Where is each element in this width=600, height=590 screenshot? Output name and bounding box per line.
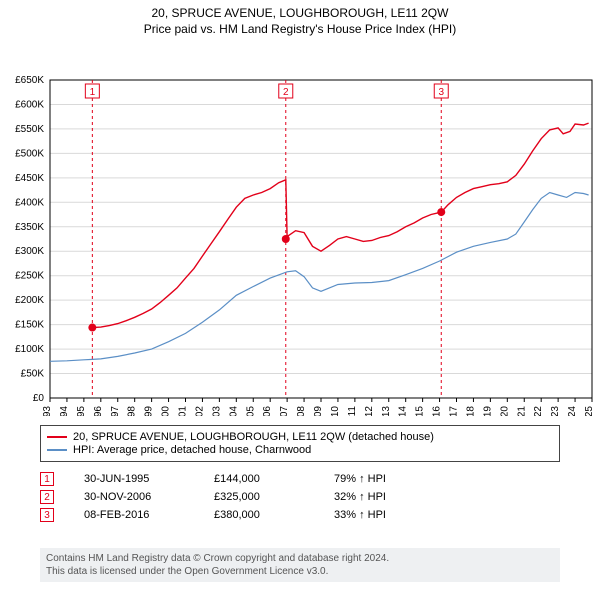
svg-text:2002: 2002: [194, 406, 205, 416]
svg-text:£500K: £500K: [15, 148, 44, 159]
svg-text:£200K: £200K: [15, 295, 44, 306]
event-pct: 33% ↑ HPI: [334, 509, 424, 521]
svg-text:2012: 2012: [364, 406, 375, 416]
event-badge: 3: [40, 508, 54, 522]
events-table: 1 30-JUN-1995 £144,000 79% ↑ HPI 2 30-NO…: [40, 468, 560, 526]
chart-container: 20, SPRUCE AVENUE, LOUGHBOROUGH, LE11 2Q…: [0, 0, 600, 590]
event-row: 1 30-JUN-1995 £144,000 79% ↑ HPI: [40, 472, 560, 486]
svg-text:£50K: £50K: [21, 369, 45, 380]
svg-text:2022: 2022: [533, 406, 544, 416]
svg-text:2016: 2016: [432, 406, 443, 416]
price-chart: £0 £50K £100K £150K £200K £250K £300K £350K £400…: [0, 36, 600, 416]
footnote: Contains HM Land Registry data © Crown c…: [40, 548, 560, 582]
legend-swatch-property: [47, 436, 67, 438]
event-row: 3 08-FEB-2016 £380,000 33% ↑ HPI: [40, 508, 560, 522]
svg-text:2003: 2003: [211, 406, 222, 416]
legend-swatch-hpi: [47, 449, 67, 451]
svg-text:2024: 2024: [567, 406, 578, 416]
svg-text:2010: 2010: [330, 406, 341, 416]
legend-label: HPI: Average price, detached house, Char…: [73, 444, 311, 456]
event-pct: 79% ↑ HPI: [334, 473, 424, 485]
svg-text:2019: 2019: [482, 406, 493, 416]
event-price: £144,000: [214, 473, 304, 485]
svg-text:3: 3: [438, 87, 444, 98]
svg-text:2018: 2018: [465, 406, 476, 416]
svg-text:1997: 1997: [110, 406, 121, 416]
svg-text:2: 2: [283, 87, 289, 98]
event-badge: 1: [40, 472, 54, 486]
svg-text:£350K: £350K: [15, 222, 44, 233]
svg-text:£550K: £550K: [15, 124, 44, 135]
footnote-line: Contains HM Land Registry data © Crown c…: [46, 552, 554, 565]
svg-text:2009: 2009: [313, 406, 324, 416]
svg-text:1: 1: [90, 87, 96, 98]
title-subtitle: Price paid vs. HM Land Registry's House …: [0, 22, 600, 36]
svg-text:2023: 2023: [550, 406, 561, 416]
event-price: £380,000: [214, 509, 304, 521]
svg-text:2004: 2004: [228, 406, 239, 416]
event-date: 08-FEB-2016: [84, 509, 184, 521]
svg-text:£100K: £100K: [15, 344, 44, 355]
svg-text:2005: 2005: [245, 406, 256, 416]
title-address: 20, SPRUCE AVENUE, LOUGHBOROUGH, LE11 2Q…: [0, 6, 600, 20]
svg-text:2001: 2001: [178, 406, 189, 416]
svg-text:2020: 2020: [499, 406, 510, 416]
svg-text:1998: 1998: [127, 406, 138, 416]
event-pct: 32% ↑ HPI: [334, 491, 424, 503]
svg-text:2006: 2006: [262, 406, 273, 416]
svg-text:2015: 2015: [415, 406, 426, 416]
svg-text:2021: 2021: [516, 406, 527, 416]
event-row: 2 30-NOV-2006 £325,000 32% ↑ HPI: [40, 490, 560, 504]
svg-text:2008: 2008: [296, 406, 307, 416]
svg-text:£250K: £250K: [15, 271, 44, 282]
svg-text:£400K: £400K: [15, 197, 44, 208]
legend-label: 20, SPRUCE AVENUE, LOUGHBOROUGH, LE11 2Q…: [73, 431, 434, 443]
footnote-line: This data is licensed under the Open Gov…: [46, 565, 554, 578]
svg-text:£600K: £600K: [15, 99, 44, 110]
svg-text:1996: 1996: [93, 406, 104, 416]
svg-text:2017: 2017: [449, 406, 460, 416]
event-date: 30-NOV-2006: [84, 491, 184, 503]
svg-text:£0: £0: [33, 393, 45, 404]
svg-text:£300K: £300K: [15, 246, 44, 257]
legend-row: HPI: Average price, detached house, Char…: [47, 444, 553, 456]
event-date: 30-JUN-1995: [84, 473, 184, 485]
legend: 20, SPRUCE AVENUE, LOUGHBOROUGH, LE11 2Q…: [40, 425, 560, 462]
svg-text:1995: 1995: [76, 406, 87, 416]
event-badge: 2: [40, 490, 54, 504]
svg-text:2011: 2011: [347, 406, 358, 416]
svg-text:1999: 1999: [144, 406, 155, 416]
svg-text:2007: 2007: [279, 406, 290, 416]
legend-row: 20, SPRUCE AVENUE, LOUGHBOROUGH, LE11 2Q…: [47, 431, 553, 443]
svg-text:1993: 1993: [42, 406, 53, 416]
event-price: £325,000: [214, 491, 304, 503]
svg-text:2013: 2013: [381, 406, 392, 416]
svg-text:2025: 2025: [584, 406, 595, 416]
title-block: 20, SPRUCE AVENUE, LOUGHBOROUGH, LE11 2Q…: [0, 0, 600, 36]
svg-text:£450K: £450K: [15, 173, 44, 184]
svg-text:£650K: £650K: [15, 75, 44, 86]
svg-text:£150K: £150K: [15, 320, 44, 331]
svg-text:2014: 2014: [398, 406, 409, 416]
svg-text:2000: 2000: [161, 406, 172, 416]
svg-text:1994: 1994: [59, 406, 70, 416]
